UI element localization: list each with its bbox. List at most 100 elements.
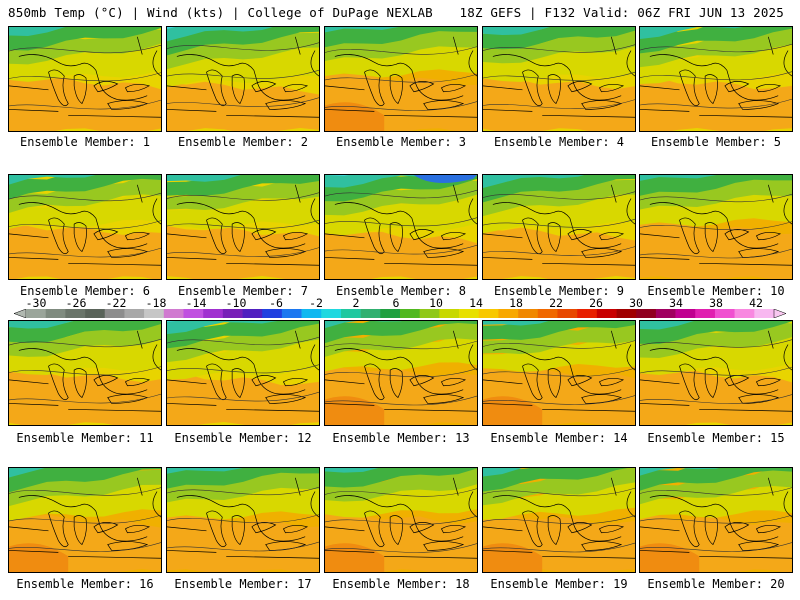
colorbar-tick-label: -10	[225, 296, 247, 310]
colorbar-tick-label: -18	[145, 296, 167, 310]
ensemble-member-label: Ensemble Member: 3	[335, 135, 467, 149]
colorbar-segment	[321, 309, 342, 318]
ensemble-member-map	[639, 467, 793, 573]
ensemble-member-map	[166, 26, 320, 132]
colorbar-segment	[163, 309, 184, 318]
colorbar-segment	[695, 309, 716, 318]
colorbar-segment	[380, 309, 401, 318]
ensemble-member-label: Ensemble Member: 20	[647, 577, 785, 591]
colorbar-tick-label: 42	[749, 296, 763, 310]
ensemble-member-map	[324, 467, 478, 573]
colorbar-segment	[478, 309, 499, 318]
ensemble-member-label: Ensemble Member: 7	[177, 284, 309, 298]
colorbar-segment	[537, 309, 558, 318]
colorbar-tick-label: 6	[392, 296, 400, 310]
ensemble-member-map	[166, 320, 320, 426]
colorbar-segment	[124, 309, 145, 318]
colorbar-tick-label: 2	[352, 296, 360, 310]
colorbar-segment	[400, 309, 420, 318]
colorbar-segment	[596, 309, 617, 318]
colorbar-tick-label: 38	[709, 296, 723, 310]
colorbar-segment	[144, 309, 165, 318]
colorbar-segment	[557, 309, 578, 318]
colorbar-segment	[636, 309, 657, 318]
colorbar-segment	[65, 309, 86, 318]
ensemble-member-label: Ensemble Member: 10	[647, 284, 785, 298]
colorbar-tick-label: 34	[669, 296, 683, 310]
ensemble-member-label: Ensemble Member: 13	[332, 431, 470, 445]
ensemble-member-map	[639, 26, 793, 132]
colorbar-segment	[616, 309, 637, 318]
ensemble-member-label: Ensemble Member: 2	[177, 135, 309, 149]
ensemble-member-label: Ensemble Member: 8	[335, 284, 467, 298]
colorbar-tick-label: 14	[469, 296, 483, 310]
ensemble-member-label: Ensemble Member: 14	[490, 431, 628, 445]
ensemble-member-map	[8, 26, 162, 132]
colorbar-segment	[222, 309, 243, 318]
colorbar-segment	[262, 309, 283, 318]
colorbar-tick-label: 18	[509, 296, 523, 310]
colorbar-segment	[419, 309, 440, 318]
colorbar-tick-label: -14	[185, 296, 207, 310]
colorbar-segment	[26, 309, 46, 318]
colorbar-segment	[85, 309, 106, 318]
ensemble-member-map	[482, 174, 636, 280]
colorbar-segment	[301, 309, 322, 318]
ensemble-member-label: Ensemble Member: 16	[16, 577, 154, 591]
colorbar-tick-label: -26	[65, 296, 87, 310]
ensemble-member-label: Ensemble Member: 9	[493, 284, 625, 298]
ensemble-member-label: Ensemble Member: 18	[332, 577, 470, 591]
ensemble-member-map	[482, 26, 636, 132]
page-title: 850mb Temp (°C) | Wind (kts) | College o…	[8, 5, 433, 20]
colorbar-tick-label: -30	[25, 296, 47, 310]
ensemble-member-label: Ensemble Member: 15	[647, 431, 785, 445]
ensemble-member-map	[639, 320, 793, 426]
ensemble-member-map	[8, 320, 162, 426]
ensemble-member-map	[482, 467, 636, 573]
colorbar-tick-label: 10	[429, 296, 443, 310]
colorbar-segment	[498, 309, 519, 318]
colorbar-segment	[360, 309, 381, 318]
colorbar-segment	[340, 309, 361, 318]
ensemble-member-map	[166, 467, 320, 573]
ensemble-member-label: Ensemble Member: 12	[174, 431, 312, 445]
colorbar-segment	[104, 309, 125, 318]
colorbar-segment	[439, 309, 460, 318]
colorbar-tick-label: 22	[549, 296, 563, 310]
colorbar-tick-label: -22	[105, 296, 127, 310]
colorbar-segment	[675, 309, 696, 318]
ensemble-member-label: Ensemble Member: 6	[19, 284, 151, 298]
triangle-right-icon	[773, 309, 786, 318]
colorbar-segment	[754, 309, 775, 318]
colorbar-tick-label: -6	[269, 296, 283, 310]
ensemble-member-label: Ensemble Member: 19	[490, 577, 628, 591]
ensemble-member-map	[8, 174, 162, 280]
ensemble-member-map	[324, 174, 478, 280]
ensemble-member-map	[324, 26, 478, 132]
colorbar-segment	[655, 309, 676, 318]
colorbar-segment	[714, 309, 735, 318]
colorbar-tick-label: -2	[309, 296, 323, 310]
ensemble-member-label: Ensemble Member: 1	[19, 135, 151, 149]
ensemble-member-label: Ensemble Member: 5	[650, 135, 782, 149]
colorbar-segment	[45, 309, 66, 318]
colorbar-segment	[734, 309, 755, 318]
colorbar-segment	[281, 309, 302, 318]
ensemble-member-map	[482, 320, 636, 426]
ensemble-member-map	[639, 174, 793, 280]
colorbar-segment	[183, 309, 204, 318]
ensemble-member-label: Ensemble Member: 17	[174, 577, 312, 591]
triangle-left-icon	[14, 309, 27, 318]
ensemble-member-label: Ensemble Member: 4	[493, 135, 625, 149]
colorbar-segment	[518, 309, 539, 318]
colorbar-segment	[203, 309, 224, 318]
colorbar-segment	[459, 309, 480, 318]
ensemble-member-label: Ensemble Member: 11	[16, 431, 154, 445]
ensemble-member-map	[324, 320, 478, 426]
ensemble-member-map	[166, 174, 320, 280]
model-run-info: 18Z GEFS | F132 Valid: 06Z FRI JUN 13 20…	[459, 5, 784, 20]
ensemble-member-map	[8, 467, 162, 573]
colorbar-segment	[242, 309, 263, 318]
colorbar-tick-label: 26	[589, 296, 603, 310]
temperature-colorbar	[14, 309, 786, 318]
